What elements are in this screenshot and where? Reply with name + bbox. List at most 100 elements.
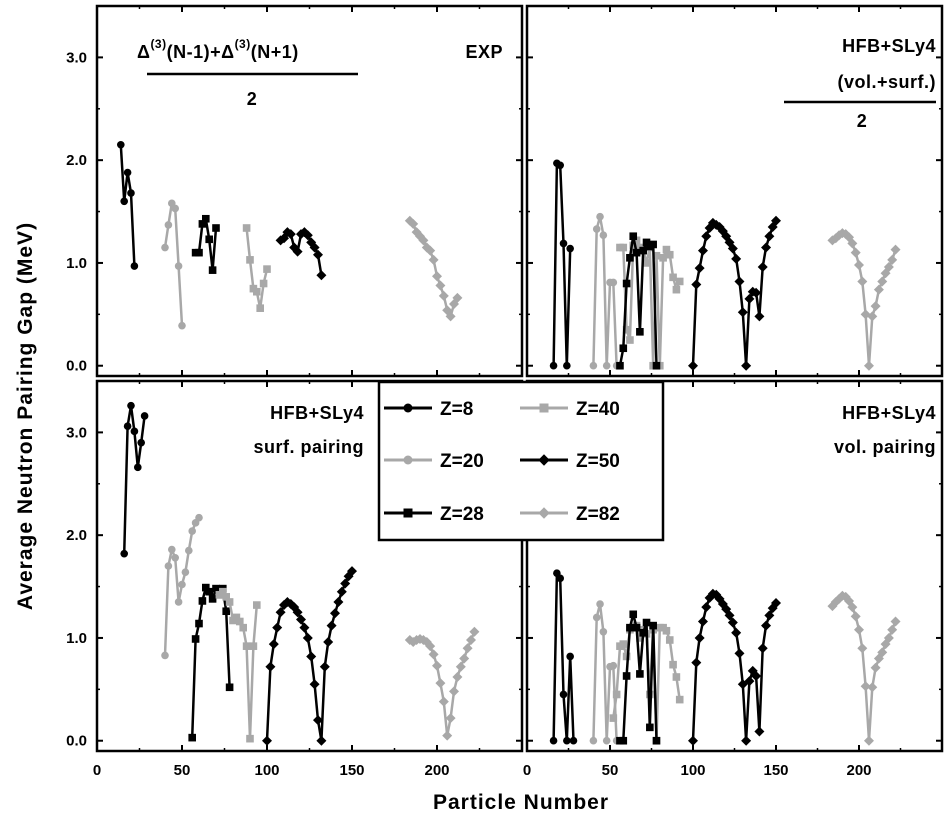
data-point [619,344,628,353]
data-point [870,662,881,673]
data-point [652,361,661,370]
data-point [642,238,651,247]
data-point [771,598,781,608]
data-point [123,168,132,177]
data-point [741,735,752,746]
data-point [751,287,762,298]
data-point [452,292,463,303]
data-point [669,273,677,282]
data-point [205,235,213,244]
data-point [883,632,894,643]
data-point [130,427,139,436]
data-point [563,736,571,745]
series-z50 [688,588,781,746]
legend-label: Z=50 [576,451,620,472]
legend: Z=8 Z=20 Z=28 Z=40 Z=50 Z=82 [377,380,665,542]
data-point [857,276,868,287]
data-point [466,635,476,645]
data-point [127,189,135,197]
series-line [119,144,136,267]
data-point [757,262,768,273]
data-point [425,641,436,652]
series-z28 [616,610,661,745]
data-point [737,307,748,318]
data-point [854,624,864,635]
legend-entry-z82: Z=82 [520,504,620,525]
data-point [556,574,564,583]
data-point [744,293,755,304]
data-point [319,661,330,672]
data-point [589,736,598,745]
data-point [857,643,868,654]
data-point [265,661,276,672]
data-point [646,723,654,732]
data-point [662,245,671,254]
data-point [622,652,631,661]
data-point [438,290,449,301]
data-point [120,549,128,558]
x-tick-label: 200 [846,762,871,779]
data-point [268,639,279,650]
series-line [831,231,897,367]
legend-label: Z=20 [440,451,484,472]
data-point [449,686,459,697]
series-z50 [688,215,781,371]
data-point [602,361,611,370]
data-point [639,246,647,255]
bottom-right-label-line2: vol. pairing [834,437,936,457]
legend-entry-z8: Z=8 [384,399,473,420]
data-point [642,618,651,627]
data-point [629,610,638,619]
data-point [652,736,661,745]
legend-swatch-marker [538,507,550,519]
data-point [212,584,220,593]
data-point [697,245,708,256]
data-point [198,220,207,228]
data-point [599,231,608,239]
data-point [757,643,768,654]
legend-entry-z40: Z=40 [520,399,620,420]
series-z20 [589,600,621,745]
data-point [285,229,296,240]
data-point [123,422,132,431]
data-point [592,225,601,233]
data-point [181,568,190,576]
panel-frame [95,4,524,378]
data-point [120,197,128,206]
series-line [691,592,778,742]
data-point [549,736,558,745]
data-point [225,683,234,692]
data-point [432,271,442,282]
panel-frame [525,4,944,378]
series-z40 [242,224,271,312]
data-point [751,670,762,681]
data-point [263,265,271,273]
data-point [642,259,651,267]
data-point [137,438,145,447]
series-z8 [120,401,149,558]
data-point [741,360,752,371]
y-axis-title: Average Neutron Pairing Gap (MeV) [14,222,37,610]
data-point [127,401,135,410]
data-point [232,613,241,622]
data-point [662,626,671,635]
legend-swatch-marker [403,455,413,465]
data-point [636,328,644,336]
data-point [309,679,320,690]
data-point [272,622,283,633]
data-point [185,546,193,555]
legend-entry-z20: Z=20 [384,451,484,472]
data-point [694,632,705,643]
data-point [761,620,772,631]
data-point [336,586,347,597]
data-point [665,250,674,259]
formula-numerator: Δ(3)(N-1)+Δ(3)(N+1) [137,37,299,62]
data-point [619,243,628,252]
y-tick-label: 0.0 [66,733,87,750]
data-point [563,361,571,370]
data-point [566,244,574,253]
x-tick-label: 0 [523,762,531,779]
data-point [619,736,628,745]
data-point [854,260,864,270]
